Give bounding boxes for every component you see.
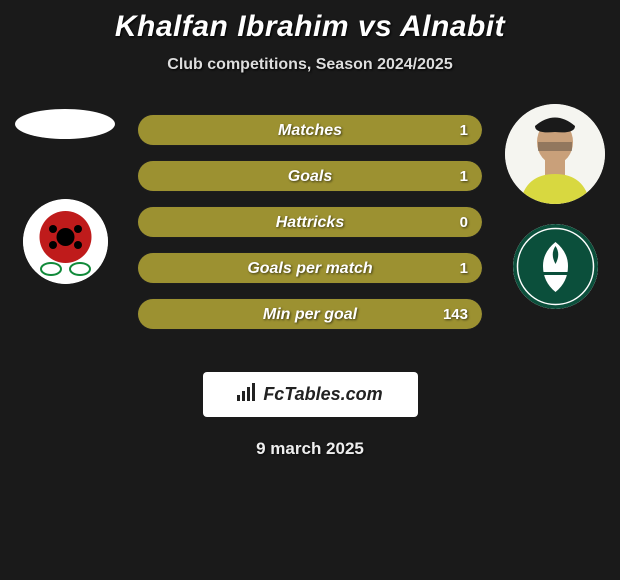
stat-label: Goals: [138, 161, 482, 192]
player-left-column: [10, 104, 120, 284]
page-title: Khalfan Ibrahim vs Alnabit: [0, 10, 620, 44]
player-right-column: [500, 104, 610, 309]
stat-row: Hattricks0: [137, 206, 483, 238]
player-right-avatar: [505, 104, 605, 204]
player-left-club-badge: [23, 199, 108, 284]
stat-label: Hattricks: [138, 207, 482, 238]
watermark: FcTables.com: [203, 372, 418, 417]
stat-row: Goals1: [137, 160, 483, 192]
player-right-club-badge: [513, 224, 598, 309]
stat-label: Matches: [138, 115, 482, 146]
stat-label: Min per goal: [138, 299, 482, 330]
comparison-panel: Matches1Goals1Hattricks0Goals per match1…: [0, 114, 620, 364]
stat-value-right: 1: [460, 115, 468, 146]
stat-row: Goals per match1: [137, 252, 483, 284]
player-left-avatar: [15, 109, 115, 139]
stat-value-right: 143: [443, 299, 468, 330]
chart-icon: [237, 383, 257, 406]
subtitle: Club competitions, Season 2024/2025: [0, 56, 620, 74]
stat-row: Min per goal143: [137, 298, 483, 330]
stat-value-right: 0: [460, 207, 468, 238]
stat-rows: Matches1Goals1Hattricks0Goals per match1…: [137, 114, 483, 344]
stat-value-right: 1: [460, 161, 468, 192]
stat-label: Goals per match: [138, 253, 482, 284]
club-badge-right-icon: [513, 224, 598, 309]
watermark-text: FcTables.com: [263, 384, 382, 405]
stat-value-right: 1: [460, 253, 468, 284]
date: 9 march 2025: [0, 439, 620, 459]
club-badge-left-icon: [23, 199, 108, 284]
avatar-right-icon: [505, 104, 605, 204]
stat-row: Matches1: [137, 114, 483, 146]
